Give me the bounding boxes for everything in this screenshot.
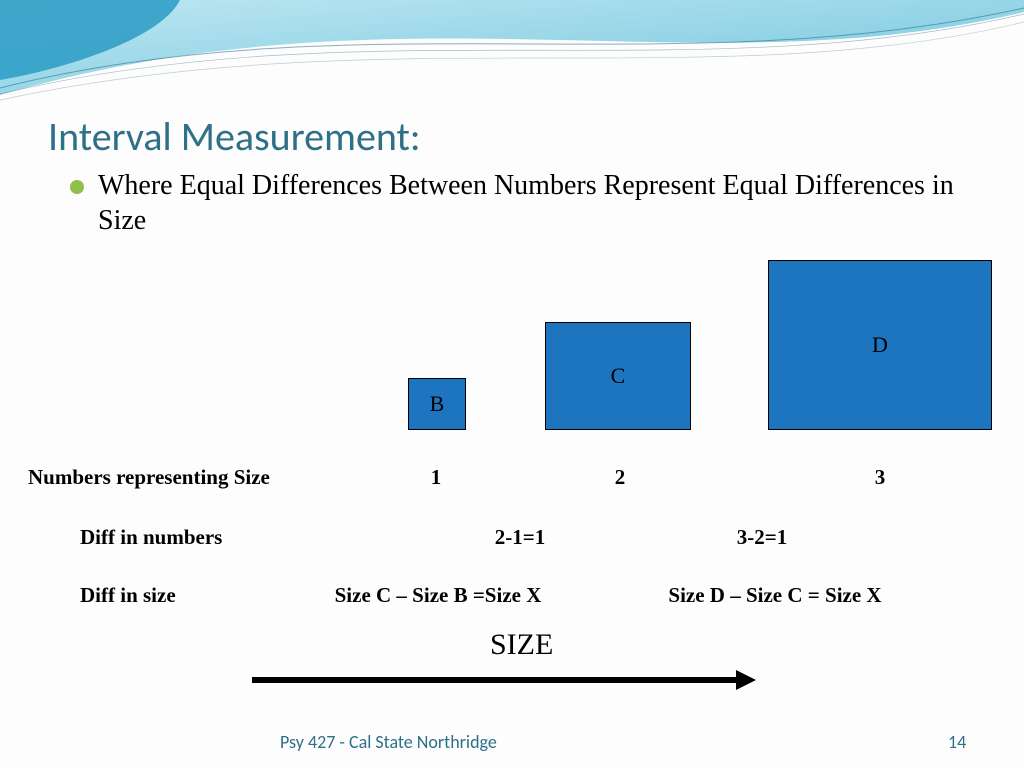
slide-number: 14 [948,731,966,753]
size-arrow-icon [0,0,1024,768]
footer-course: Psy 427 - Cal State Northridge [280,731,497,753]
